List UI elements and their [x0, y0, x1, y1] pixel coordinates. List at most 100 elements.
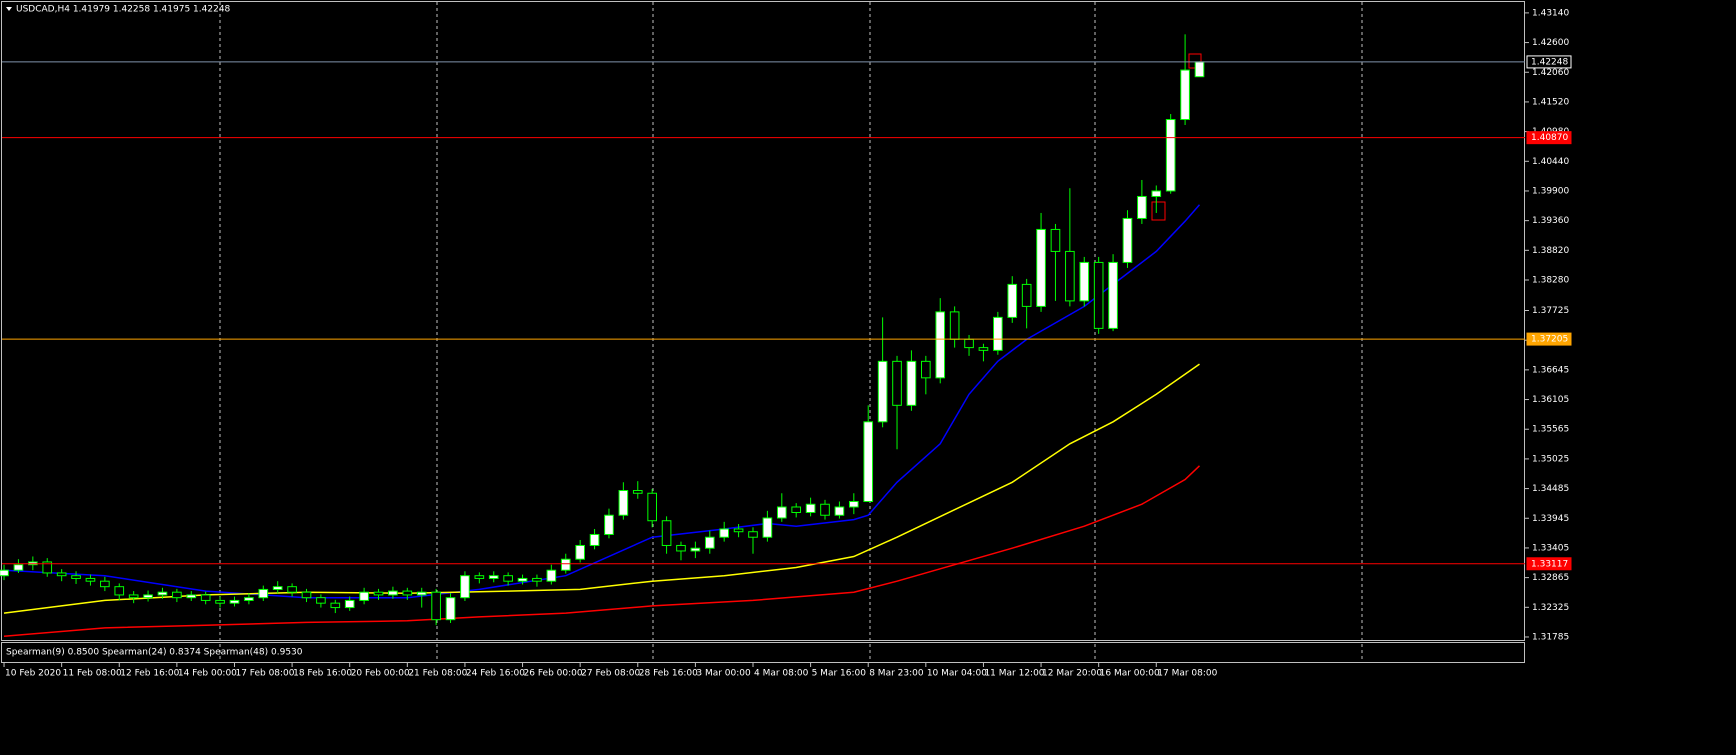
price-level-tag — [1526, 557, 1572, 571]
candle-body — [575, 544, 585, 560]
candle-body — [172, 591, 182, 599]
x-tick-label: 3 Mar 00:00 — [696, 669, 751, 679]
y-tick-label: 1.33945 — [1532, 514, 1569, 524]
candle-body — [604, 514, 614, 535]
candle-body — [748, 531, 758, 538]
x-tick-label: 17 Feb 08:00 — [235, 669, 294, 679]
candle-body — [0, 569, 9, 577]
candle-body — [632, 490, 643, 494]
candle-body — [100, 580, 110, 588]
candle-body — [776, 506, 787, 519]
main-pane-frame — [1, 1, 1525, 641]
candle-body — [344, 599, 355, 609]
y-tick-label: 1.36105 — [1532, 395, 1569, 405]
candle-body — [460, 575, 470, 599]
x-tick-label: 12 Mar 20:00 — [1042, 669, 1102, 679]
candle-body — [56, 572, 67, 577]
candle-body — [1137, 195, 1147, 219]
y-tick-label: 1.38820 — [1532, 246, 1569, 256]
candle-body — [431, 591, 441, 621]
candle-body — [359, 591, 369, 601]
candle-body — [791, 506, 802, 513]
candle-body — [704, 536, 715, 549]
candle-body — [978, 347, 989, 351]
candle-body — [589, 533, 600, 546]
candle-body — [373, 591, 384, 596]
candle-body — [1065, 250, 1075, 302]
candle-body — [402, 590, 413, 596]
signal-marker — [1151, 201, 1166, 221]
candle-body — [1108, 261, 1118, 329]
y-tick-label: 1.39360 — [1532, 216, 1569, 226]
x-tick-label: 16 Mar 00:00 — [1100, 669, 1160, 679]
candle-body — [114, 586, 125, 596]
candle-body — [1165, 119, 1176, 192]
candle-body — [85, 577, 96, 582]
y-tick-label: 1.38280 — [1532, 276, 1569, 286]
separators — [219, 2, 1363, 662]
candle-body — [661, 520, 672, 546]
candle-body — [863, 421, 874, 502]
candle-body — [820, 503, 830, 516]
candle-body — [618, 490, 629, 516]
candle-body — [719, 528, 730, 538]
candle-body — [805, 503, 816, 513]
candle-body — [848, 500, 859, 508]
price-level-label: 1.33117 — [1531, 559, 1568, 569]
y-tick-label: 1.42600 — [1532, 38, 1569, 48]
candle-body — [733, 528, 744, 533]
candle-body — [1151, 190, 1162, 197]
candle-body — [560, 558, 571, 571]
candle-body — [546, 569, 557, 582]
y-tick-label: 1.32325 — [1532, 603, 1569, 613]
candle-body — [935, 311, 946, 379]
candle-body — [1079, 261, 1090, 302]
candle-body — [1007, 283, 1018, 318]
x-tick-label: 10 Mar 04:00 — [927, 669, 987, 679]
candle-body — [964, 338, 974, 349]
y-tick-label: 1.40440 — [1532, 157, 1569, 167]
y-tick-label: 1.37725 — [1532, 306, 1569, 316]
candle-body — [877, 360, 888, 423]
chart-title: USDCAD,H4 1.41979 1.42258 1.41975 1.4224… — [16, 5, 231, 15]
x-tick-label: 26 Feb 00:00 — [524, 669, 583, 679]
candle-body — [1122, 217, 1133, 263]
x-tick-label: 24 Feb 16:00 — [466, 669, 525, 679]
indicator-label: Spearman(9) 0.8500 Spearman(24) 0.8374 S… — [6, 648, 303, 658]
candle-body — [906, 360, 917, 406]
x-tick-label: 17 Mar 08:00 — [1157, 669, 1217, 679]
candle-body — [517, 577, 528, 582]
candle-body — [157, 591, 168, 596]
candle-body — [42, 561, 53, 574]
x-tick-label: 11 Feb 08:00 — [63, 669, 122, 679]
candle-body — [1050, 228, 1061, 252]
candle-body — [416, 591, 427, 596]
candle-body — [186, 594, 197, 599]
candle-body — [690, 547, 701, 552]
x-tick-label: 5 Mar 16:00 — [812, 669, 867, 679]
candle-body — [532, 577, 542, 582]
candle-body — [316, 597, 326, 604]
candle-body — [330, 602, 341, 609]
x-tick-label: 10 Feb 2020 — [5, 669, 61, 679]
price-level-tag — [1526, 332, 1572, 346]
y-tick-label: 1.33405 — [1532, 543, 1569, 553]
y-tick-label: 1.42060 — [1532, 68, 1569, 78]
y-tick-label: 1.41520 — [1532, 97, 1569, 107]
candle-body — [1036, 228, 1046, 307]
y-tick-label: 1.39900 — [1532, 186, 1569, 196]
candle-body — [287, 586, 297, 593]
symbol-menu-arrow[interactable] — [6, 7, 12, 11]
candle-body — [503, 575, 513, 582]
x-tick-label: 4 Mar 08:00 — [754, 669, 809, 679]
candle-body — [200, 594, 211, 601]
candle-body — [143, 594, 153, 599]
x-tick-label: 21 Feb 08:00 — [408, 669, 467, 679]
candle-body — [762, 517, 773, 538]
price-level-label: 1.40870 — [1531, 133, 1568, 143]
candle-body — [215, 599, 225, 604]
y-tick-label: 1.43140 — [1532, 8, 1569, 18]
y-tick-label: 1.35025 — [1532, 454, 1569, 464]
